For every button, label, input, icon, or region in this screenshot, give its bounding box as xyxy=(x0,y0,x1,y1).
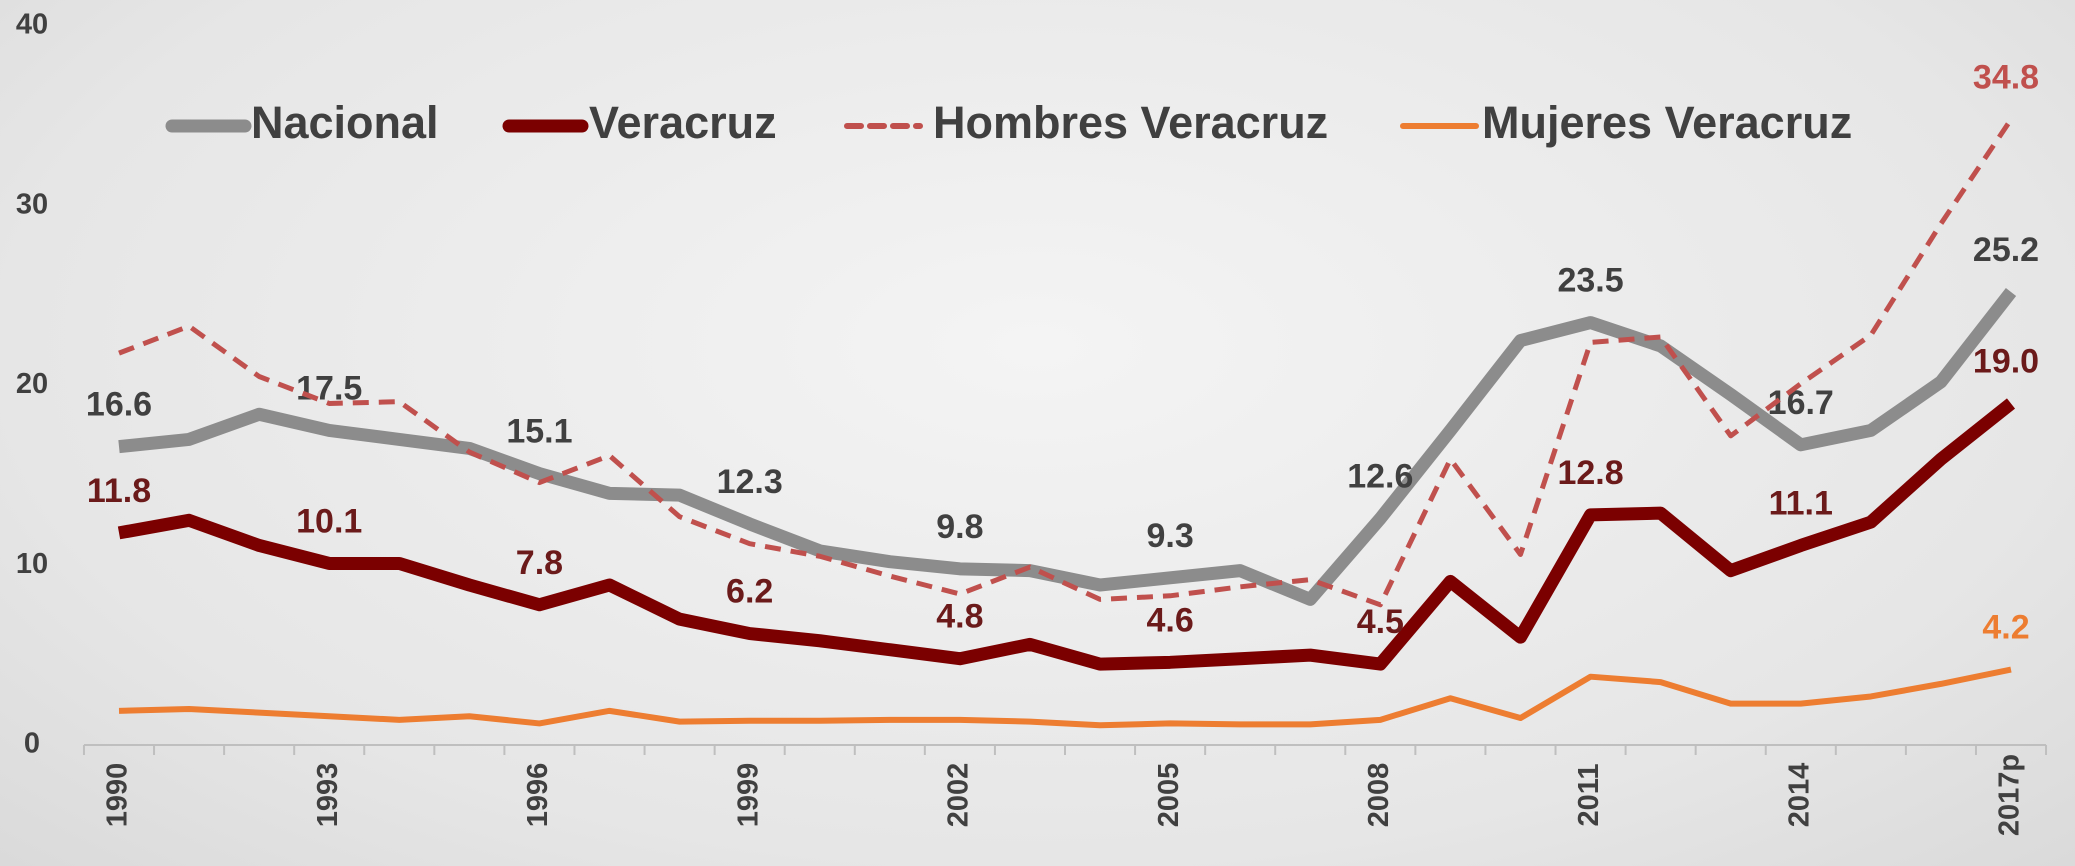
data-label: 34.8 xyxy=(1973,58,2039,96)
data-label: 11.8 xyxy=(87,472,151,510)
y-tick-label: 20 xyxy=(16,368,48,400)
series-line xyxy=(119,292,2011,599)
data-label: 23.5 xyxy=(1557,262,1623,300)
x-tick-label: 1999 xyxy=(732,763,764,828)
x-tick-label: 2017p xyxy=(1994,754,2026,836)
y-tick-label: 10 xyxy=(16,548,48,580)
x-tick-label: 1993 xyxy=(312,763,344,828)
x-tick-label: 1996 xyxy=(522,763,554,828)
y-tick-label: 30 xyxy=(16,188,48,220)
data-label: 19.0 xyxy=(1973,342,2039,380)
data-label: 12.8 xyxy=(1557,454,1623,492)
data-label: 4.6 xyxy=(1146,601,1193,639)
data-label: 12.6 xyxy=(1347,457,1413,495)
legend-label: Mujeres Veracruz xyxy=(1482,97,1852,148)
data-label: 16.6 xyxy=(86,386,152,424)
x-tick-label: 2005 xyxy=(1153,763,1185,828)
data-label: 6.2 xyxy=(726,573,773,611)
series-line xyxy=(119,670,2011,726)
data-label: 11.1 xyxy=(1769,484,1833,522)
series-line xyxy=(119,119,2011,604)
x-tick-label: 2014 xyxy=(1783,763,1815,828)
data-label: 12.3 xyxy=(717,463,783,501)
data-label: 4.8 xyxy=(936,598,983,636)
data-label: 9.8 xyxy=(936,508,983,546)
data-label: 7.8 xyxy=(516,544,563,582)
data-label: 15.1 xyxy=(506,413,572,451)
y-tick-label: 0 xyxy=(24,728,40,760)
data-label: 4.2 xyxy=(1982,608,2029,646)
x-tick-label: 2002 xyxy=(943,763,975,828)
y-tick-label: 40 xyxy=(16,9,48,41)
data-label: 10.1 xyxy=(296,502,362,540)
x-tick-label: 2008 xyxy=(1363,763,1395,828)
legend-label: Nacional xyxy=(251,97,439,148)
data-label: 4.5 xyxy=(1357,603,1404,641)
legend-label: Hombres Veracruz xyxy=(933,97,1328,148)
x-tick-label: 1990 xyxy=(102,763,134,828)
legend-label: Veracruz xyxy=(589,97,777,148)
x-tick-label: 2011 xyxy=(1573,764,1605,827)
chart: 0 10 20 30 40 1990 1993 1996 1999 2002 2005 2008 201… xyxy=(0,0,2075,866)
data-label: 25.2 xyxy=(1973,231,2039,269)
data-label: 9.3 xyxy=(1146,517,1193,555)
